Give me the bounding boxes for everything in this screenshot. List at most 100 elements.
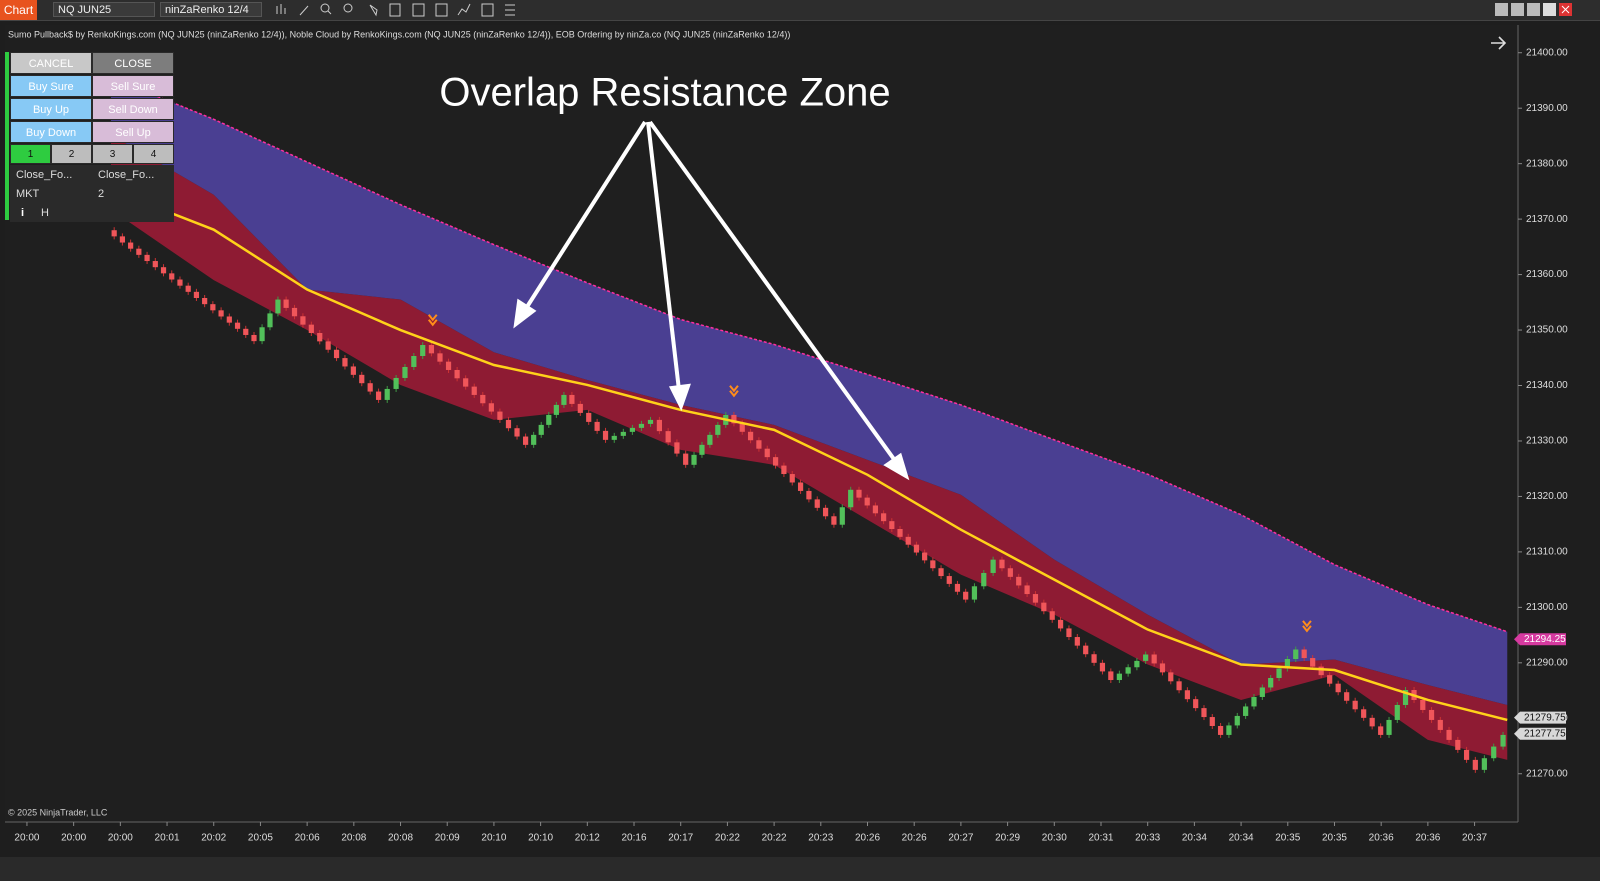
brick xyxy=(1361,709,1367,718)
tab-button[interactable]: 2 xyxy=(51,144,92,164)
brick xyxy=(1143,654,1149,661)
brick xyxy=(561,394,567,405)
brick xyxy=(856,489,862,498)
brick xyxy=(1226,725,1232,735)
brick xyxy=(488,403,494,412)
brick xyxy=(647,419,654,424)
brick xyxy=(638,423,645,428)
brick xyxy=(864,497,870,506)
brick xyxy=(1134,660,1140,668)
x-tick-label: 20:02 xyxy=(201,833,226,844)
x-tick-label: 20:22 xyxy=(762,833,787,844)
brick xyxy=(954,583,961,592)
select[interactable]: H xyxy=(35,203,174,222)
brick xyxy=(963,591,969,600)
x-tick-label: 20:31 xyxy=(1088,833,1113,844)
info-icon[interactable]: i xyxy=(10,203,35,222)
select[interactable]: MKT xyxy=(10,184,92,203)
x-tick-label: 20:08 xyxy=(341,833,366,844)
cloud-upper-line xyxy=(110,76,1508,633)
brick xyxy=(437,353,443,362)
brick xyxy=(1369,717,1375,727)
scroll-arrow[interactable] xyxy=(1491,36,1507,50)
sumo-line xyxy=(110,188,1508,722)
brick xyxy=(226,316,232,323)
brick xyxy=(185,285,191,292)
brick xyxy=(1201,708,1207,718)
tab-button[interactable]: 4 xyxy=(133,144,174,164)
order-button[interactable]: Buy Up xyxy=(10,98,92,120)
order-button[interactable]: Buy Sure xyxy=(10,75,92,97)
annotation: Overlap Resistance Zone xyxy=(439,71,890,115)
x-tick-label: 20:01 xyxy=(155,833,180,844)
brick xyxy=(611,435,617,440)
brick xyxy=(317,333,323,342)
brick xyxy=(251,334,257,342)
y-tick-label: 21300.00 xyxy=(1526,602,1568,613)
brick xyxy=(553,404,559,415)
tab-button[interactable]: 1 xyxy=(10,144,51,164)
x-tick-label: 20:10 xyxy=(481,833,506,844)
price-marker-label: 21279.75 xyxy=(1524,712,1566,723)
order-button[interactable]: Sell Up xyxy=(92,121,174,143)
order-button[interactable]: CLOSE xyxy=(92,52,174,74)
brick xyxy=(169,273,175,280)
brick xyxy=(913,544,920,553)
order-button[interactable]: Buy Down xyxy=(10,121,92,143)
brick xyxy=(691,454,697,465)
brick xyxy=(291,307,298,317)
brick xyxy=(897,528,903,537)
brick xyxy=(577,403,583,413)
brick xyxy=(1318,666,1324,676)
brick xyxy=(402,366,408,378)
bar-type-select[interactable]: ninZaRenko 12/4 xyxy=(160,2,262,17)
brick xyxy=(234,322,241,329)
brick xyxy=(1437,719,1443,730)
brick xyxy=(445,361,452,370)
brick xyxy=(1159,663,1166,673)
brick xyxy=(275,299,281,314)
scrollbar[interactable] xyxy=(0,857,1600,881)
brick xyxy=(1091,654,1097,663)
brick xyxy=(881,513,887,522)
instrument-select[interactable]: NQ JUN25 xyxy=(53,2,155,17)
x-tick-label: 20:09 xyxy=(435,833,460,844)
window-buttons[interactable] xyxy=(1495,0,1600,20)
brick xyxy=(1074,637,1080,646)
panel-accent xyxy=(5,52,9,220)
brick xyxy=(930,560,936,569)
brick xyxy=(715,424,721,435)
brick xyxy=(602,430,609,440)
brick xyxy=(1327,675,1333,684)
brick xyxy=(111,230,117,237)
brick xyxy=(1268,677,1274,688)
brick xyxy=(177,279,183,286)
brick xyxy=(128,242,134,249)
brick xyxy=(1394,704,1400,720)
brick xyxy=(1386,719,1392,735)
order-button[interactable]: Sell Down xyxy=(92,98,174,120)
x-tick-label: 20:26 xyxy=(855,833,880,844)
brick xyxy=(1116,673,1122,681)
select[interactable]: Close_Fo... xyxy=(10,165,92,184)
brick xyxy=(772,457,779,466)
select[interactable]: Close_Fo... xyxy=(92,165,174,184)
brick xyxy=(889,521,895,529)
price-marker-label: 21294.25 xyxy=(1524,634,1566,645)
brick xyxy=(505,419,512,429)
price-marker xyxy=(1514,711,1566,724)
tab-button[interactable]: 3 xyxy=(92,144,133,164)
brick xyxy=(1455,739,1461,750)
order-button[interactable]: Sell Sure xyxy=(92,75,174,97)
brick xyxy=(1066,628,1072,638)
copyright: © 2025 NinjaTrader, LLC xyxy=(8,807,108,817)
brick xyxy=(546,414,552,425)
price-marker-label: 21277.75 xyxy=(1524,728,1566,739)
order-button[interactable]: CANCEL xyxy=(10,52,92,74)
brick xyxy=(1041,602,1047,612)
select[interactable]: 2 xyxy=(92,184,174,203)
toolbar-icons[interactable] xyxy=(270,0,530,20)
brick xyxy=(848,489,854,508)
brick xyxy=(1016,576,1022,586)
brick xyxy=(136,248,142,255)
